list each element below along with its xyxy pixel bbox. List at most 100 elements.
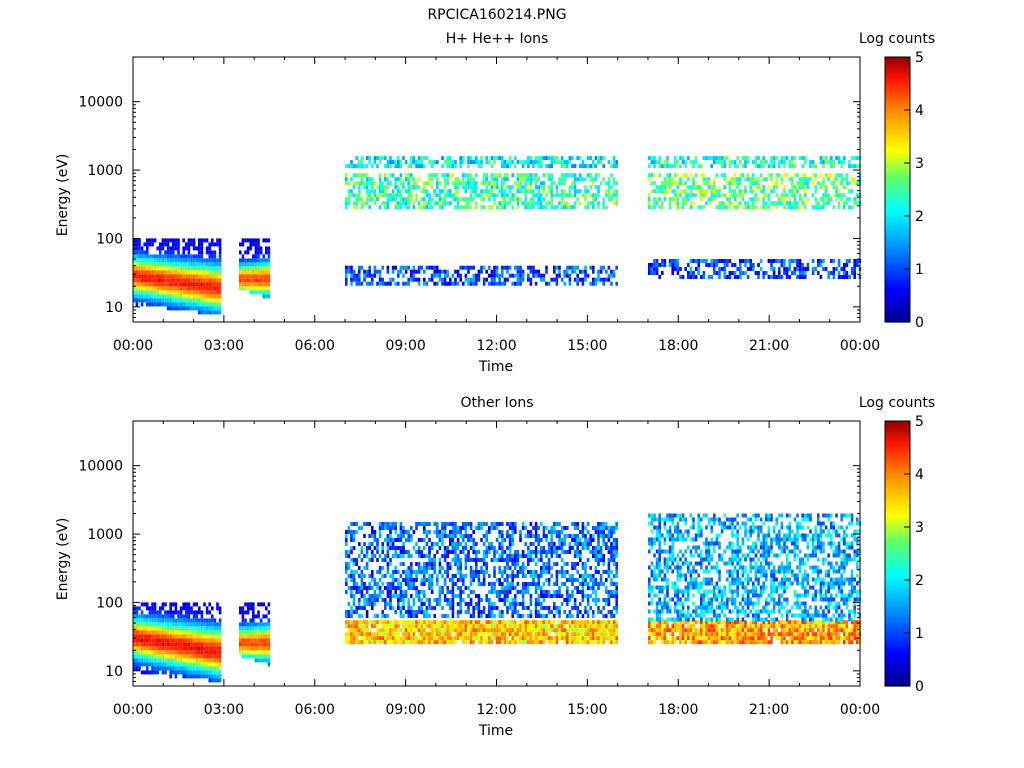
spectrogram-cell: [537, 185, 540, 190]
spectrogram-cell: [676, 263, 680, 267]
spectrogram-cell: [485, 177, 488, 182]
spectrogram-cell: [164, 298, 167, 303]
spectrogram-cell: [584, 197, 587, 202]
spectrogram-cell: [195, 642, 198, 647]
spectrogram-cell: [456, 624, 460, 629]
spectrogram-cell: [446, 562, 449, 566]
spectrogram-cell: [770, 156, 773, 161]
spectrogram-cell: [164, 642, 167, 647]
spectrogram-cell: [485, 173, 488, 178]
spectrogram-cell: [529, 160, 533, 165]
spectrogram-cell: [391, 636, 395, 641]
colorbar-segment: [885, 222, 910, 225]
spectrogram-cell: [775, 173, 778, 178]
spectrogram-cell: [179, 270, 183, 275]
spectrogram-cell: [462, 582, 465, 586]
spectrogram-cell: [352, 570, 356, 574]
spectrogram-cell: [529, 177, 533, 182]
spectrogram-cell: [407, 624, 410, 629]
spectrogram-cell: [454, 582, 457, 586]
spectrogram-cell: [135, 286, 139, 291]
spectrogram-cell: [446, 269, 449, 274]
spectrogram-cell: [169, 278, 172, 283]
spectrogram-cell: [521, 632, 525, 637]
spectrogram-cell: [804, 156, 807, 161]
colorbar-segment: [885, 213, 910, 217]
spectrogram-cell: [174, 294, 178, 299]
spectrogram-cell: [775, 275, 778, 279]
spectrogram-cell: [249, 290, 252, 295]
spectrogram-cell: [146, 278, 149, 283]
spectrogram-cell: [441, 205, 444, 210]
spectrogram-cell: [837, 263, 841, 267]
spectrogram-cell: [456, 542, 460, 546]
spectrogram-cell: [480, 582, 483, 586]
spectrogram-cell: [555, 185, 559, 190]
spectrogram-cell: [368, 632, 371, 637]
spectrogram-cell: [469, 281, 473, 286]
spectrogram-cell: [710, 193, 713, 198]
spectrogram-cell: [436, 598, 439, 602]
spectrogram-cell: [358, 554, 361, 558]
spectrogram-cell: [446, 177, 449, 182]
spectrogram-cell: [363, 606, 366, 610]
spectrogram-cell: [205, 302, 209, 307]
spectrogram-cell: [399, 197, 403, 202]
spectrogram-cell: [205, 250, 209, 255]
y-tick-label: 100: [96, 231, 123, 247]
spectrogram-cell: [391, 554, 395, 558]
spectrogram-cell: [671, 271, 674, 275]
spectrogram-cell: [459, 590, 462, 594]
spectrogram-cell: [514, 640, 517, 645]
spectrogram-cell: [205, 646, 209, 651]
spectrogram-cell: [373, 156, 377, 161]
spectrogram-cell: [363, 628, 366, 633]
spectrogram-cell: [153, 646, 157, 651]
spectrogram-cell: [254, 650, 258, 655]
spectrogram-cell: [386, 205, 390, 210]
spectrogram-cell: [615, 624, 618, 629]
spectrogram-cell: [493, 558, 496, 562]
spectrogram-cell: [579, 632, 582, 637]
spectrogram-cell: [259, 278, 263, 283]
spectrogram-cell: [451, 614, 455, 618]
spectrogram-cell: [146, 618, 149, 623]
spectrogram-cell: [254, 278, 258, 283]
spectrogram-cell: [605, 628, 608, 633]
spectrogram-cell: [190, 634, 193, 639]
spectrogram-cell: [741, 156, 745, 161]
spectrogram-cell: [148, 242, 152, 247]
spectrogram-cell: [707, 156, 711, 161]
spectrogram-cell: [394, 205, 397, 210]
spectrogram-cell: [135, 630, 139, 635]
spectrogram-cell: [443, 558, 447, 562]
spectrogram-cell: [198, 670, 201, 675]
spectrogram-cell: [402, 562, 405, 566]
spectrogram-cell: [135, 290, 139, 295]
colorbar-segment: [885, 114, 910, 117]
spectrogram-cell: [172, 626, 175, 631]
spectrogram-cell: [848, 181, 851, 186]
spectrogram-cell: [151, 638, 154, 643]
spectrogram-cell: [386, 177, 390, 182]
spectrogram-cell: [508, 156, 512, 161]
spectrogram-cell: [456, 269, 460, 274]
spectrogram-cell: [177, 670, 180, 675]
spectrogram-cell: [190, 258, 193, 263]
spectrogram-cell: [410, 610, 413, 614]
spectrogram-cell: [532, 189, 535, 194]
spectrogram-cell: [428, 586, 431, 590]
spectrogram-cell: [848, 197, 851, 202]
spectrogram-cell: [218, 626, 222, 631]
spectrogram-cell: [594, 281, 598, 286]
spectrogram-cell: [355, 610, 358, 614]
spectrogram-cell: [658, 164, 661, 169]
spectrogram-cell: [345, 273, 348, 278]
spectrogram-cell: [524, 624, 527, 629]
spectrogram-cell: [378, 530, 382, 534]
spectrogram-cell: [345, 534, 348, 538]
colorbar-segment: [885, 287, 910, 290]
spectrogram-cell: [428, 173, 431, 178]
spectrogram-cell: [430, 205, 434, 210]
spectrogram-cell: [783, 263, 786, 267]
